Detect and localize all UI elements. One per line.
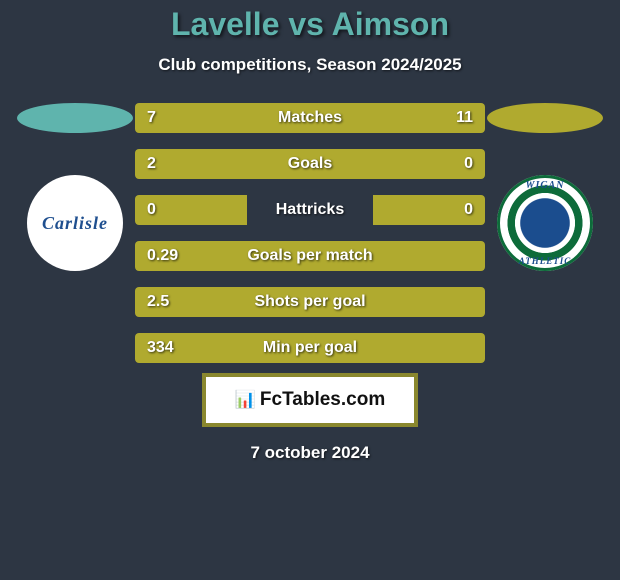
title-vs: vs — [288, 6, 324, 42]
left-club-badge: Carlisle — [27, 175, 123, 271]
stat-label: Goals — [135, 155, 485, 173]
stat-row: 7Matches11 — [135, 103, 485, 133]
title-player2: Aimson — [332, 6, 449, 42]
stat-row: 0Hattricks0 — [135, 195, 485, 225]
left-side: Carlisle — [15, 103, 135, 271]
stat-label: Hattricks — [135, 201, 485, 219]
right-color-band — [487, 103, 603, 133]
page-title: Lavelle vs Aimson — [171, 6, 449, 43]
stat-label: Shots per goal — [135, 293, 485, 311]
right-club-badge: WIGAN ATHLETIC — [497, 175, 593, 271]
title-player1: Lavelle — [171, 6, 280, 42]
date-label: 7 october 2024 — [250, 443, 369, 463]
stat-row: 0.29Goals per match — [135, 241, 485, 271]
chart-icon: 📊 — [235, 390, 256, 410]
right-badge-top: WIGAN — [526, 180, 565, 191]
left-badge-label: Carlisle — [42, 213, 108, 234]
stat-row: 334Min per goal — [135, 333, 485, 363]
main-row: Carlisle 7Matches112Goals00Hattricks00.2… — [0, 103, 620, 363]
left-color-band — [17, 103, 133, 133]
stat-row: 2Goals0 — [135, 149, 485, 179]
stat-row: 2.5Shots per goal — [135, 287, 485, 317]
subtitle: Club competitions, Season 2024/2025 — [158, 55, 461, 75]
stat-value-right: 11 — [456, 109, 473, 127]
stat-value-right: 0 — [464, 201, 473, 219]
infographic-container: Lavelle vs Aimson Club competitions, Sea… — [0, 0, 620, 580]
branding-box: 📊 FcTables.com — [202, 373, 418, 427]
stat-label: Goals per match — [135, 247, 485, 265]
right-badge-bottom: ATHLETIC — [519, 256, 572, 266]
stats-panel: 7Matches112Goals00Hattricks00.29Goals pe… — [135, 103, 485, 363]
stat-label: Min per goal — [135, 339, 485, 357]
right-side: WIGAN ATHLETIC — [485, 103, 605, 271]
branding-text: FcTables.com — [260, 389, 385, 411]
stat-value-right: 0 — [464, 155, 473, 173]
stat-label: Matches — [135, 109, 485, 127]
